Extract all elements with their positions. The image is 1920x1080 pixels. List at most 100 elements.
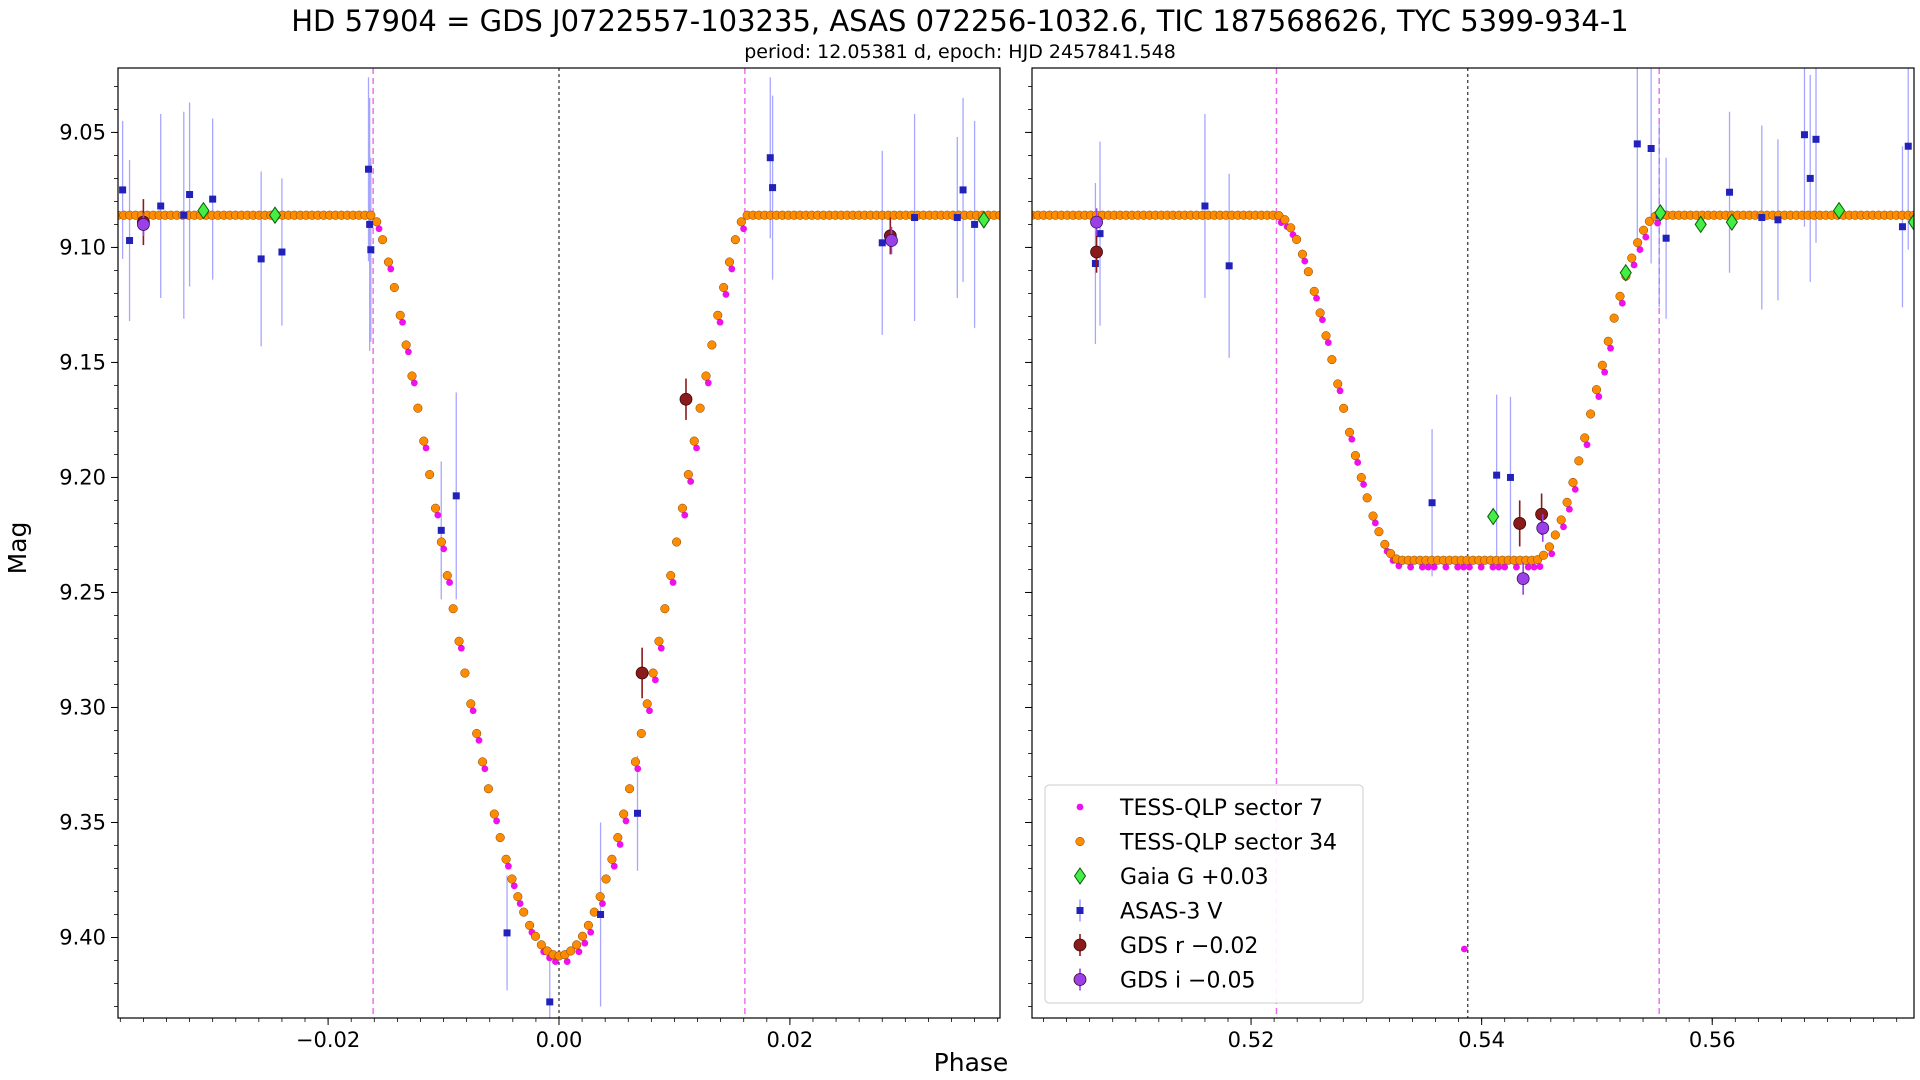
tess-s34-point: [1286, 223, 1296, 233]
y-axis-label: Mag: [3, 522, 32, 575]
asas-point: [1201, 202, 1209, 210]
tess-s34-point: [707, 340, 717, 350]
tess-s7-point: [1301, 257, 1309, 265]
asas-point: [157, 202, 165, 210]
gaia-point: [197, 201, 210, 220]
panel-secondary-eclipse: 0.52 0.54 0.56: [1025, 67, 1915, 1052]
x-tick-label: 0.00: [536, 1028, 583, 1052]
tess-s34-point: [736, 217, 746, 227]
tess-s34-point: [460, 668, 470, 678]
tess-s7-point: [1513, 563, 1520, 571]
tess-s7-point: [646, 707, 653, 715]
gaia-point: [1654, 204, 1667, 222]
tess-s7-point: [399, 318, 406, 326]
legend-swatch-2: [1073, 867, 1087, 885]
asas-point: [186, 191, 194, 199]
tess-s34-point: [713, 310, 723, 320]
tess-s7-point: [1618, 299, 1626, 307]
tess-s34-point: [442, 571, 452, 581]
tess-s34-point: [1368, 511, 1378, 521]
gaia-point: [1619, 263, 1632, 282]
tess-s7-point: [510, 882, 518, 890]
tess-s7-point: [1371, 519, 1379, 527]
tess-s34-point: [630, 757, 640, 767]
asas-point: [769, 184, 777, 192]
tess-s7-point: [1571, 485, 1579, 493]
tess-s7-point: [1454, 563, 1462, 571]
legend-label-4: GDS r −0.02: [1120, 934, 1258, 959]
legend-swatch-5: [1073, 973, 1087, 986]
asas-point: [1428, 499, 1436, 507]
tess-s34-point: [730, 235, 740, 245]
tess-s7-point: [422, 444, 430, 452]
tess-s34-point: [513, 892, 523, 902]
tess-s34-point: [466, 699, 476, 709]
gaia-point: [1725, 213, 1738, 231]
tess-s34-point: [648, 668, 658, 678]
tess-s34-point: [583, 920, 593, 930]
tess-s7-point: [1489, 563, 1497, 571]
tess-s34-point: [383, 257, 394, 267]
asas-point: [452, 492, 460, 500]
tess-s7-point: [1336, 387, 1344, 395]
tess-s34-point: [472, 728, 482, 739]
tess-s7-point: [716, 318, 724, 326]
asas-point: [1806, 174, 1814, 182]
tess-s7-point: [469, 707, 477, 715]
tess-s34-point: [519, 907, 529, 917]
tess-s7-point: [446, 579, 453, 586]
gds-i-point: [1516, 572, 1530, 586]
asas-point: [1812, 135, 1820, 143]
tess-s7-point: [516, 900, 524, 907]
asas-point: [278, 248, 286, 256]
chart-title: HD 57904 = GDS J0722557-103235, ASAS 072…: [291, 4, 1628, 38]
y-tick-label: 9.40: [59, 925, 106, 949]
asas-point: [1225, 262, 1233, 270]
tess-s34-point: [1344, 427, 1355, 437]
tess-s34-point: [724, 257, 735, 267]
asas-point: [180, 211, 188, 219]
asas-point: [597, 910, 605, 918]
tess-s7-point: [1495, 563, 1503, 571]
tess-s34-point: [372, 217, 382, 227]
tess-s34-point: [1574, 456, 1584, 466]
asas-point: [766, 154, 774, 162]
tess-s7-point: [1607, 344, 1614, 352]
tess-s34-point: [419, 436, 429, 446]
tess-s34-point: [1386, 549, 1396, 559]
tess-s34-point: [478, 757, 488, 767]
legend-label-2: Gaia G +0.03: [1120, 865, 1269, 890]
tess-s7-point: [410, 379, 418, 387]
tess-s7-point: [1654, 219, 1661, 227]
panel-primary-eclipse: −0.02 0.00 0.02 9.05 9.10 9.15 9.20 9.25 9.30 9.3…: [59, 67, 1001, 1052]
tess-s34-point: [1333, 379, 1343, 389]
asas-point: [367, 246, 375, 254]
asas-point: [1493, 471, 1501, 479]
tess-s7-point: [457, 644, 465, 652]
asas-point: [953, 214, 961, 222]
tess-s34-point: [1615, 291, 1625, 301]
asas-point: [971, 220, 979, 228]
tess-s34-point: [1362, 493, 1372, 503]
tess-s34-point: [1297, 249, 1308, 259]
tess-s34-point: [995, 210, 1000, 220]
tess-s34-point: [1280, 215, 1290, 225]
tess-s34-point: [595, 892, 605, 902]
asas-point: [1800, 131, 1808, 139]
tess-s7-point: [1630, 261, 1638, 269]
tess-s34-point: [572, 940, 582, 950]
tess-s7-point: [440, 545, 448, 553]
gds-i-point: [1090, 215, 1103, 229]
tess-s7-point: [622, 817, 630, 825]
tess-s34-point: [1327, 355, 1337, 365]
tess-s34-point: [1321, 331, 1331, 341]
tess-s7-point: [1407, 563, 1415, 571]
tess-s7-point: [1460, 945, 1468, 953]
tess-s34-point: [619, 809, 629, 819]
tess-s34-point: [672, 537, 682, 547]
x-tick-label: 0.02: [767, 1028, 814, 1052]
legend-swatch-1: [1075, 836, 1085, 847]
tess-s7-point: [1442, 563, 1450, 571]
tess-s34-point: [1644, 216, 1654, 226]
gaia-point: [1907, 213, 1914, 231]
